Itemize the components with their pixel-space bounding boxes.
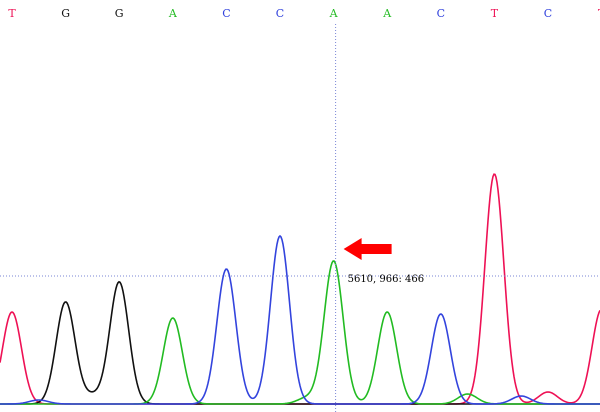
trace-T: [0, 173, 600, 405]
base-call-2: G: [115, 7, 124, 20]
base-call-7: A: [382, 7, 392, 20]
red-arrow-icon: [343, 238, 392, 260]
base-call-9: T: [491, 7, 499, 20]
base-call-row: TGGACCAACTCT: [8, 7, 600, 20]
base-call-3: A: [168, 7, 178, 20]
base-call-4: C: [222, 7, 230, 20]
base-call-5: C: [276, 7, 284, 20]
cursor-readout: 5610, 966: 466: [348, 274, 425, 285]
base-call-1: G: [61, 7, 70, 20]
trace-C: [0, 234, 600, 405]
base-call-8: C: [437, 7, 445, 20]
base-call-0: T: [8, 7, 16, 20]
trace-layer: [0, 173, 600, 405]
base-call-11: T: [598, 7, 600, 20]
base-call-6: A: [329, 7, 339, 20]
base-call-10: C: [544, 7, 552, 20]
